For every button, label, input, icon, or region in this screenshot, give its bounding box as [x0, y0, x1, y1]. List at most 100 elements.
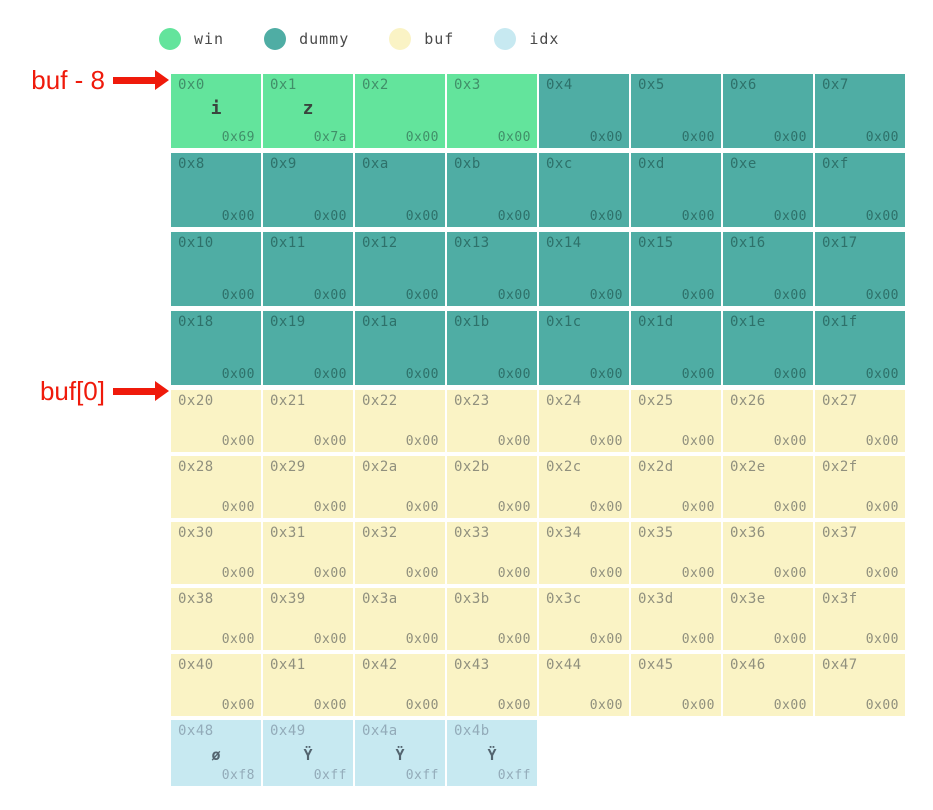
- memory-cell-0x41: 0x41 0x00: [263, 654, 353, 716]
- cell-char: [815, 479, 905, 480]
- cell-char: i: [210, 98, 222, 119]
- cell-address: 0x17: [815, 232, 905, 253]
- cell-address: 0x39: [263, 588, 353, 609]
- memory-cell-0x3c: 0x3c 0x00: [539, 588, 629, 650]
- cell-body: 0x00: [263, 413, 353, 452]
- right-arrow-icon: [113, 381, 169, 401]
- cell-value: 0x00: [589, 288, 623, 303]
- cell-value: 0x00: [773, 434, 807, 449]
- cell-value: 0x00: [773, 367, 807, 382]
- cell-value: 0x00: [681, 698, 715, 713]
- cell-address: 0x36: [723, 522, 813, 543]
- legend-label: win: [194, 30, 225, 48]
- memory-cell-0x6: 0x6 0x00: [723, 74, 813, 148]
- cell-address: 0xc: [539, 153, 629, 174]
- cell-body: 0x00: [447, 334, 537, 385]
- cell-body: 0x00: [539, 677, 629, 716]
- cell-char: [539, 545, 629, 546]
- cell-address: 0xd: [631, 153, 721, 174]
- memory-cell-0x23: 0x23 0x00: [447, 390, 537, 452]
- cell-value: 0x00: [497, 434, 531, 449]
- cell-body: 0x00: [723, 413, 813, 452]
- memory-row: 0x48 ø 0xf8 0x49 Ÿ 0xff 0x4a Ÿ 0xff 0x4b Ÿ 0xff: [171, 720, 905, 786]
- cell-address: 0x29: [263, 456, 353, 477]
- cell-char: [723, 413, 813, 414]
- cell-value: 0x00: [589, 367, 623, 382]
- memory-cell-0x35: 0x35 0x00: [631, 522, 721, 584]
- cell-value: 0x00: [313, 367, 347, 382]
- memory-cell-0x7: 0x7 0x00: [815, 74, 905, 148]
- cell-char: [355, 255, 445, 256]
- cell-body: 0x00: [815, 334, 905, 385]
- cell-body: 0x00: [723, 545, 813, 584]
- cell-address: 0x31: [263, 522, 353, 543]
- cell-value: 0x00: [681, 130, 715, 145]
- cell-body: 0x00: [447, 545, 537, 584]
- cell-body: 0x00: [539, 413, 629, 452]
- cell-char: [171, 677, 261, 678]
- memory-cell-0x1d: 0x1d 0x00: [631, 311, 721, 385]
- cell-address: 0x37: [815, 522, 905, 543]
- cell-value: 0x00: [773, 632, 807, 647]
- cell-char: [171, 545, 261, 546]
- memory-cell-0x0: 0x0 i 0x69: [171, 74, 261, 148]
- cell-value: 0x00: [405, 367, 439, 382]
- cell-value: 0x00: [405, 288, 439, 303]
- cell-body: 0x00: [171, 413, 261, 452]
- cell-char: [355, 97, 445, 98]
- memory-cell-0x9: 0x9 0x00: [263, 153, 353, 227]
- arrow-shaft: [113, 77, 156, 84]
- memory-cell-0x12: 0x12 0x00: [355, 232, 445, 306]
- cell-char: Ÿ: [395, 746, 405, 764]
- memory-cell-0x32: 0x32 0x00: [355, 522, 445, 584]
- cell-value: 0x7a: [313, 130, 347, 145]
- cell-address: 0xa: [355, 153, 445, 174]
- cell-address: 0x24: [539, 390, 629, 411]
- cell-value: 0x00: [681, 288, 715, 303]
- cell-value: 0x00: [405, 434, 439, 449]
- memory-row: 0x38 0x00 0x39 0x00 0x3a 0x00 0x3b 0x00 0x3c 0x00…: [171, 588, 905, 650]
- memory-cell-0x49: 0x49 Ÿ 0xff: [263, 720, 353, 786]
- cell-body: 0x00: [355, 255, 445, 306]
- legend-label: buf: [424, 30, 455, 48]
- cell-value: 0x00: [497, 566, 531, 581]
- cell-char: [539, 176, 629, 177]
- memory-cell-0x21: 0x21 0x00: [263, 390, 353, 452]
- cell-address: 0x22: [355, 390, 445, 411]
- memory-cell-0x2c: 0x2c 0x00: [539, 456, 629, 518]
- cell-char: [539, 677, 629, 678]
- cell-value: 0x00: [313, 288, 347, 303]
- cell-value: 0x00: [589, 130, 623, 145]
- cell-char: [447, 611, 537, 612]
- cell-char: [815, 677, 905, 678]
- cell-address: 0x4b: [447, 720, 537, 741]
- memory-cell-0x22: 0x22 0x00: [355, 390, 445, 452]
- memory-cell-0x39: 0x39 0x00: [263, 588, 353, 650]
- memory-cell-0x31: 0x31 0x00: [263, 522, 353, 584]
- cell-value: 0x00: [589, 632, 623, 647]
- cell-char: [631, 97, 721, 98]
- cell-body: 0x00: [355, 97, 445, 148]
- cell-address: 0x3f: [815, 588, 905, 609]
- cell-value: 0x00: [589, 209, 623, 224]
- memory-cell-0x45: 0x45 0x00: [631, 654, 721, 716]
- cell-char: [263, 611, 353, 612]
- cell-value: 0x00: [221, 288, 255, 303]
- cell-char: ø: [211, 746, 221, 764]
- cell-body: 0x00: [631, 545, 721, 584]
- memory-cell-0x43: 0x43 0x00: [447, 654, 537, 716]
- memory-row: 0x18 0x00 0x19 0x00 0x1a 0x00 0x1b 0x00 0x1c 0x00…: [171, 311, 905, 385]
- memory-cell-0x2f: 0x2f 0x00: [815, 456, 905, 518]
- cell-body: 0x00: [447, 479, 537, 518]
- legend-item-win: win: [159, 28, 224, 50]
- cell-value: 0x00: [405, 632, 439, 647]
- cell-value: 0x00: [865, 367, 899, 382]
- memory-cell-0x47: 0x47 0x00: [815, 654, 905, 716]
- cell-body: 0x00: [723, 677, 813, 716]
- arrow-head: [155, 381, 169, 401]
- memory-cell-0xd: 0xd 0x00: [631, 153, 721, 227]
- cell-body: 0x00: [355, 176, 445, 227]
- cell-char: [631, 677, 721, 678]
- cell-char: [815, 611, 905, 612]
- win-color-dot-icon: [159, 28, 181, 50]
